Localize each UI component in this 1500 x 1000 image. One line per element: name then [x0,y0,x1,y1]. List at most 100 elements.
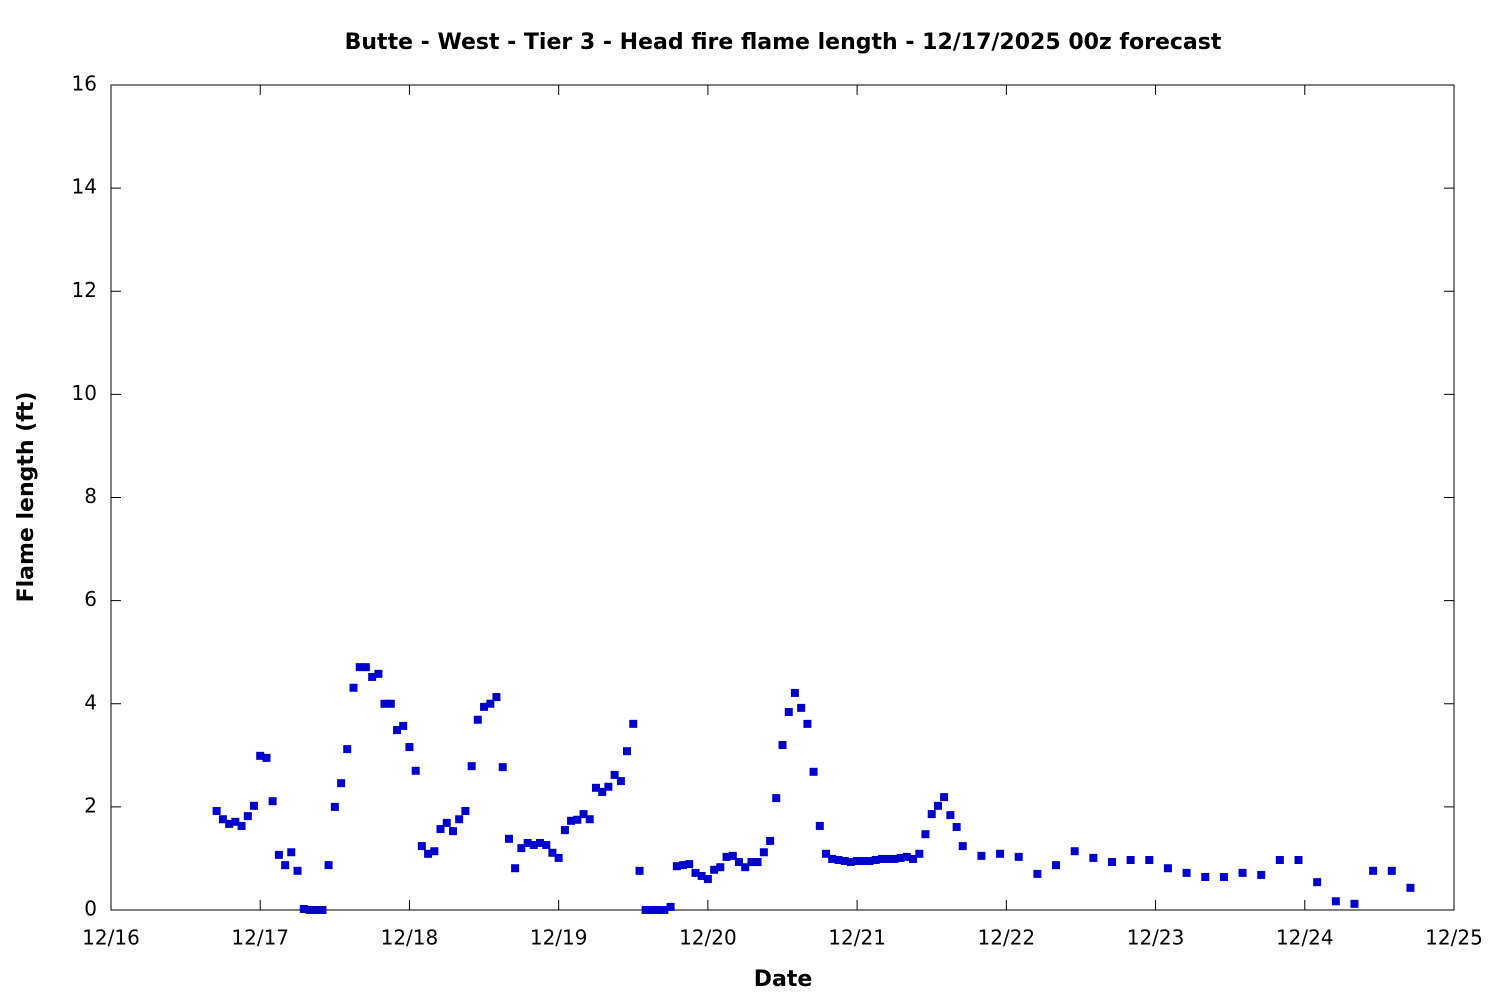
point [896,853,905,862]
point [436,825,445,834]
point [486,699,495,708]
point [996,849,1005,858]
point [1387,866,1396,875]
point [846,858,855,867]
point [337,779,346,788]
point [871,855,880,864]
point [1257,870,1266,879]
point [654,906,663,914]
point [927,810,936,819]
point [492,693,501,702]
point [1238,868,1247,877]
point [1275,855,1284,864]
point [262,753,271,762]
point [703,875,712,884]
point [567,816,576,825]
point [865,857,874,866]
y-tick-label: 14 [72,175,97,199]
point [218,815,227,824]
point [1182,868,1191,877]
point [1201,873,1210,881]
point [212,807,221,815]
y-tick-label: 8 [84,484,97,508]
x-tick-label: 12/19 [530,926,588,950]
point [940,793,949,802]
point [1313,878,1322,887]
point [840,857,849,866]
point [318,906,327,914]
x-tick-label: 12/21 [828,926,886,950]
point [349,683,358,692]
point [430,847,439,856]
point [237,821,246,830]
x-tick-label: 12/22 [978,926,1036,950]
point [822,849,831,858]
point [1219,873,1228,881]
point [977,851,986,860]
point [442,818,451,827]
point [616,777,625,786]
point [1089,853,1098,862]
point [299,904,308,913]
point [909,854,918,863]
point [498,763,507,772]
point [728,851,737,860]
point [517,844,526,853]
point [678,861,687,870]
point [243,812,252,821]
point [685,860,694,869]
point [256,751,265,760]
point [1350,899,1359,908]
point [635,866,644,875]
point [274,850,283,859]
point [604,782,613,791]
point [1070,847,1079,856]
point [573,815,582,824]
point [355,663,364,672]
point [281,861,290,870]
x-tick-label: 12/25 [1425,926,1483,950]
point [312,906,321,914]
point [1126,855,1135,864]
x-axis-label: Date [754,967,813,992]
point [585,815,594,824]
y-tick-label: 0 [84,897,97,921]
point [809,767,818,776]
point [368,672,377,681]
point [374,669,383,678]
point [542,841,551,850]
y-tick-label: 6 [84,587,97,611]
point [529,841,538,850]
point [523,838,532,847]
point [915,849,924,858]
point [330,802,339,811]
point [399,721,408,730]
y-tick-label: 16 [72,72,97,96]
point [1163,864,1172,873]
point [424,849,433,858]
point [511,864,520,873]
point [834,855,843,864]
point [1406,883,1415,892]
point [324,861,333,870]
point [1107,858,1116,867]
point [672,862,681,871]
point [952,822,961,831]
y-tick-label: 2 [84,793,97,817]
point [305,906,314,914]
point [293,866,302,875]
point [1331,897,1340,906]
point [449,827,458,836]
y-tick-label: 10 [72,381,97,405]
point [467,762,476,771]
point [933,801,942,810]
point [393,726,402,735]
point [778,741,787,749]
point [1294,855,1303,864]
point [815,821,824,830]
x-tick-label: 12/20 [679,926,737,950]
point [579,810,588,819]
point [902,852,911,861]
point [722,852,731,861]
